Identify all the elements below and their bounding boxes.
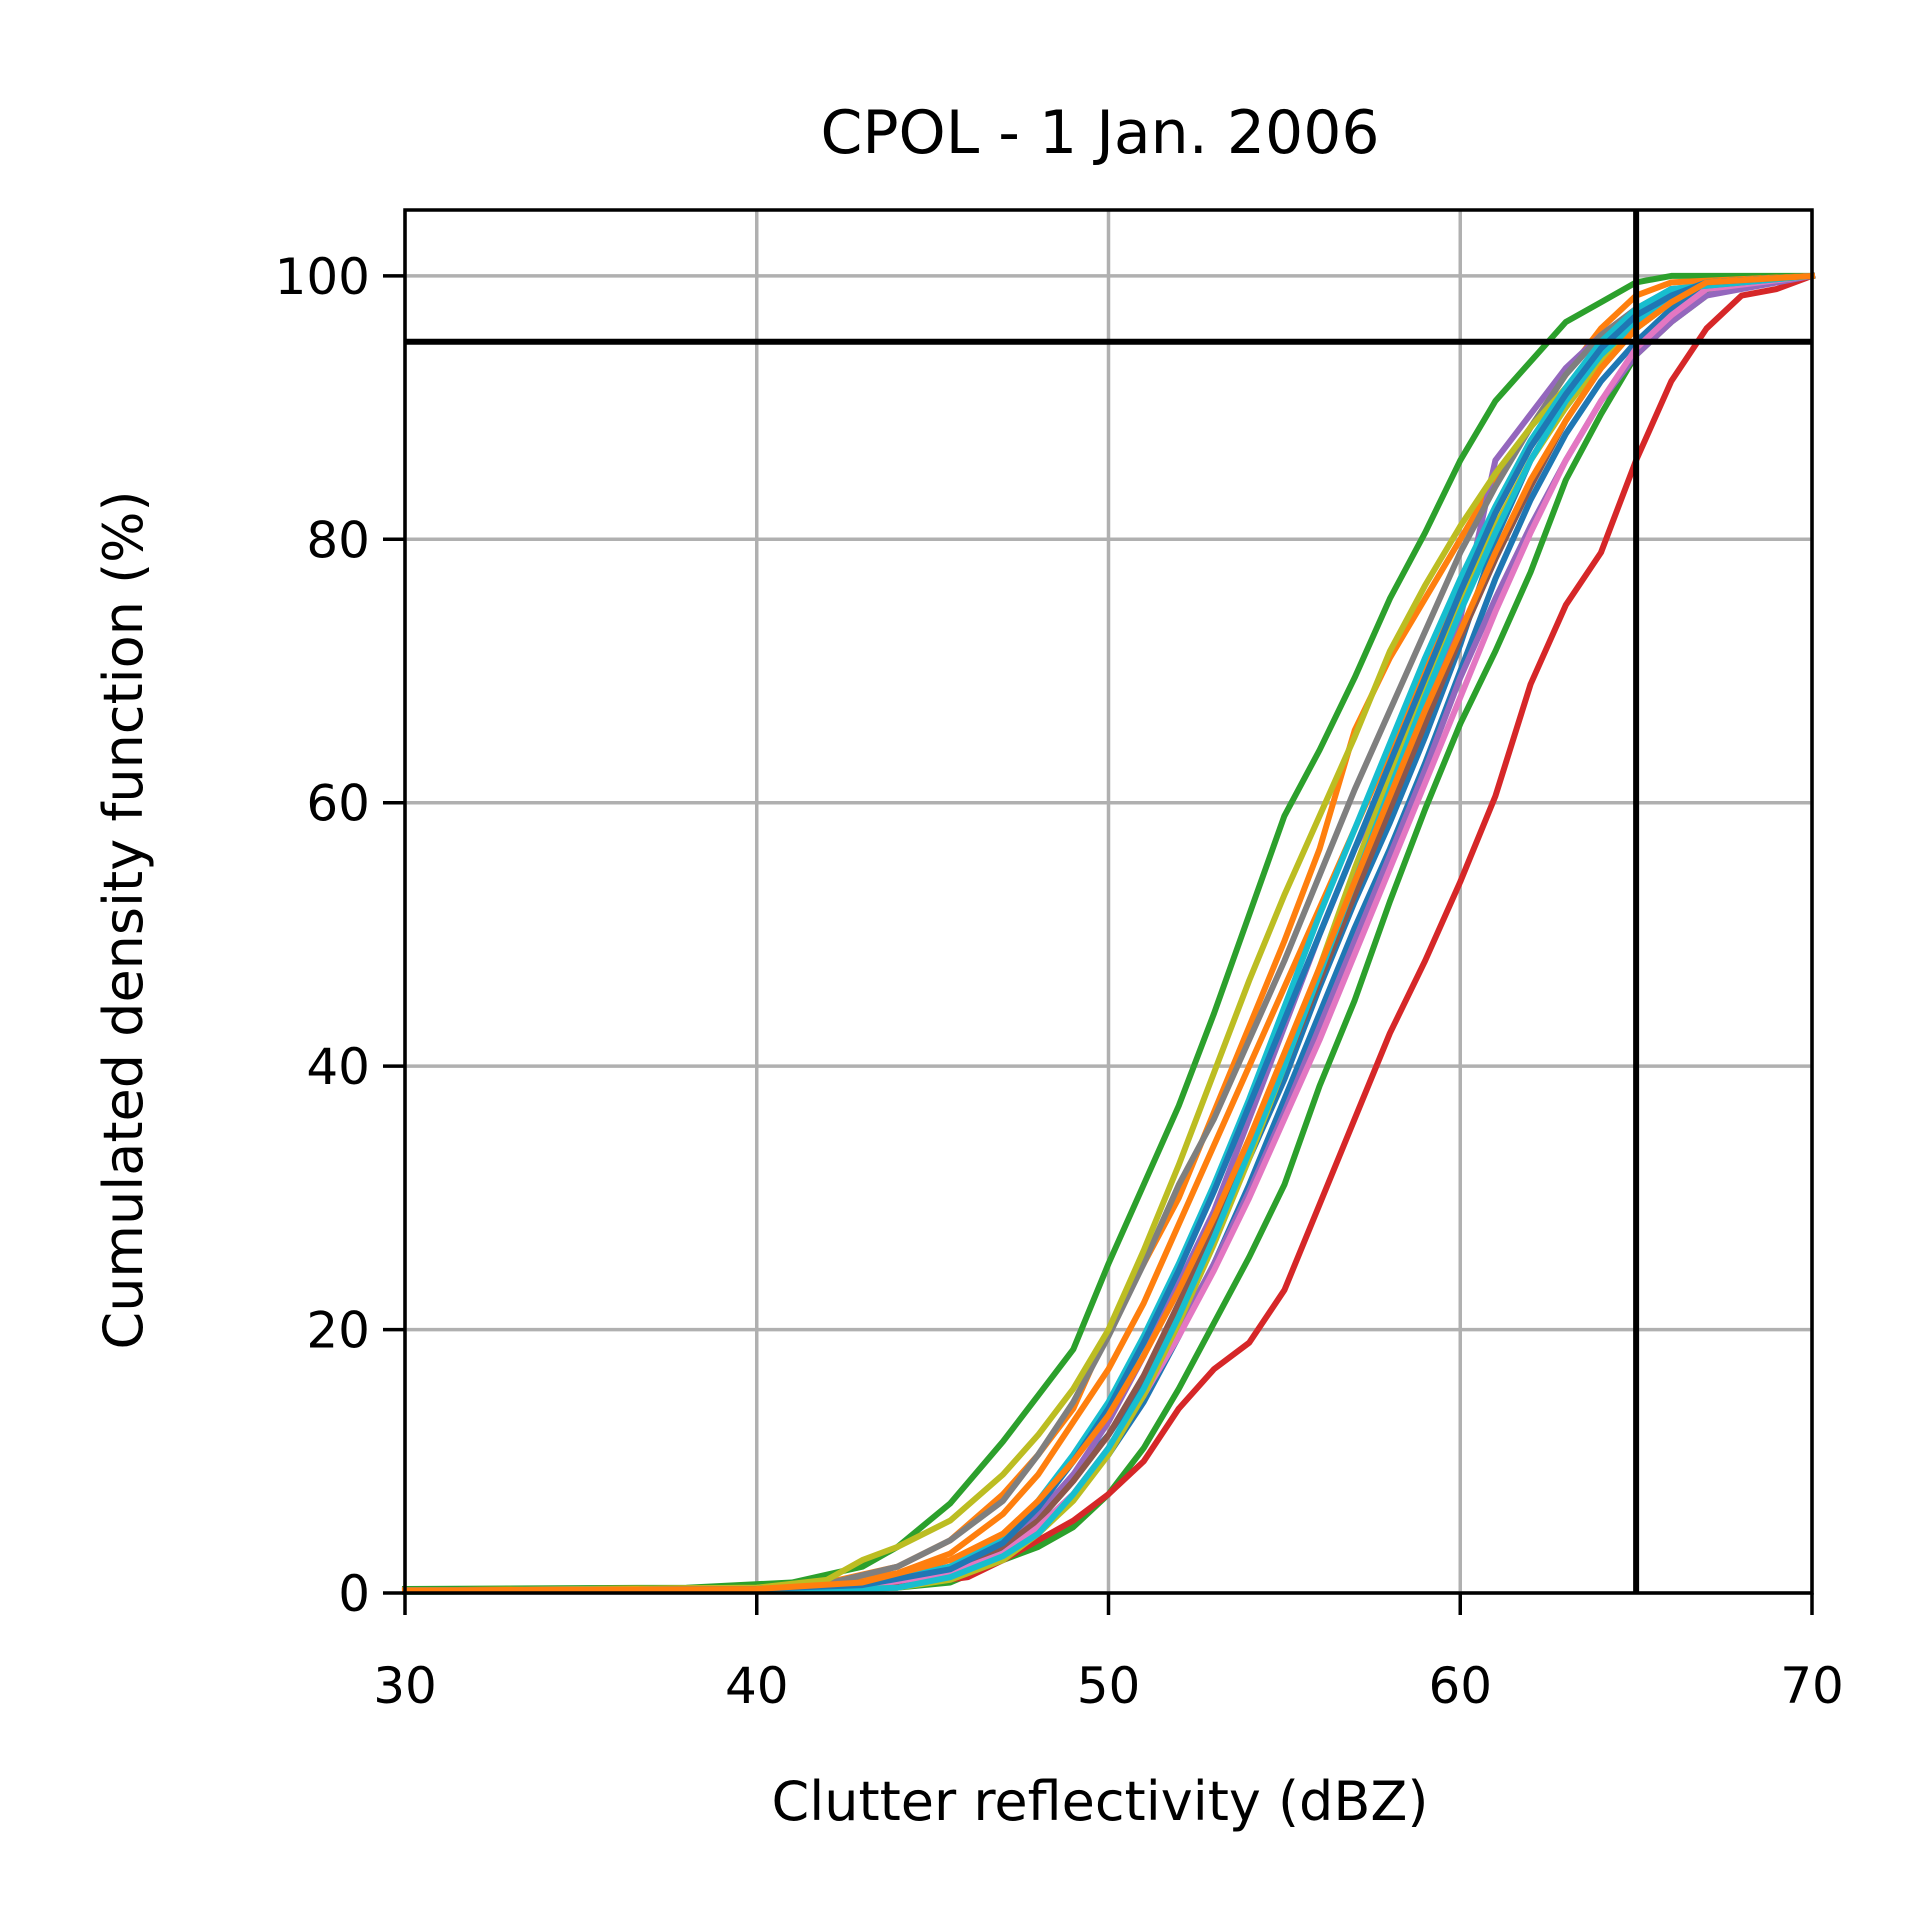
x-axis-label: Clutter reflectivity (dBZ)	[772, 1770, 1429, 1833]
series-line-1	[401, 272, 1815, 1593]
y-tick-label: 40	[306, 1038, 370, 1096]
y-tick-label: 80	[306, 511, 370, 569]
reference-lines	[405, 210, 1812, 1593]
chart-title: CPOL - 1 Jan. 2006	[820, 98, 1379, 168]
x-tick-label: 40	[725, 1657, 789, 1715]
series-line-16	[401, 272, 1816, 1595]
y-axis-label: Cumulated density function (%)	[92, 490, 155, 1349]
x-tick-label: 70	[1780, 1657, 1844, 1715]
series-line-12	[401, 272, 1816, 1594]
x-tick-label: 60	[1428, 1657, 1492, 1715]
series-line-18	[401, 272, 1816, 1594]
y-tick-label: 100	[275, 248, 370, 306]
y-tick-label: 0	[338, 1565, 370, 1623]
x-tick-label: 50	[1077, 1657, 1141, 1715]
grid-lines	[403, 210, 1814, 1595]
series-line-17	[401, 272, 1816, 1594]
y-tick-label: 60	[306, 775, 370, 833]
x-tick-label: 30	[373, 1657, 437, 1715]
axis-ticks: 30 40 50 60 70 0 20 40 60 80 100	[275, 248, 1844, 1715]
y-tick-label: 20	[306, 1302, 370, 1360]
